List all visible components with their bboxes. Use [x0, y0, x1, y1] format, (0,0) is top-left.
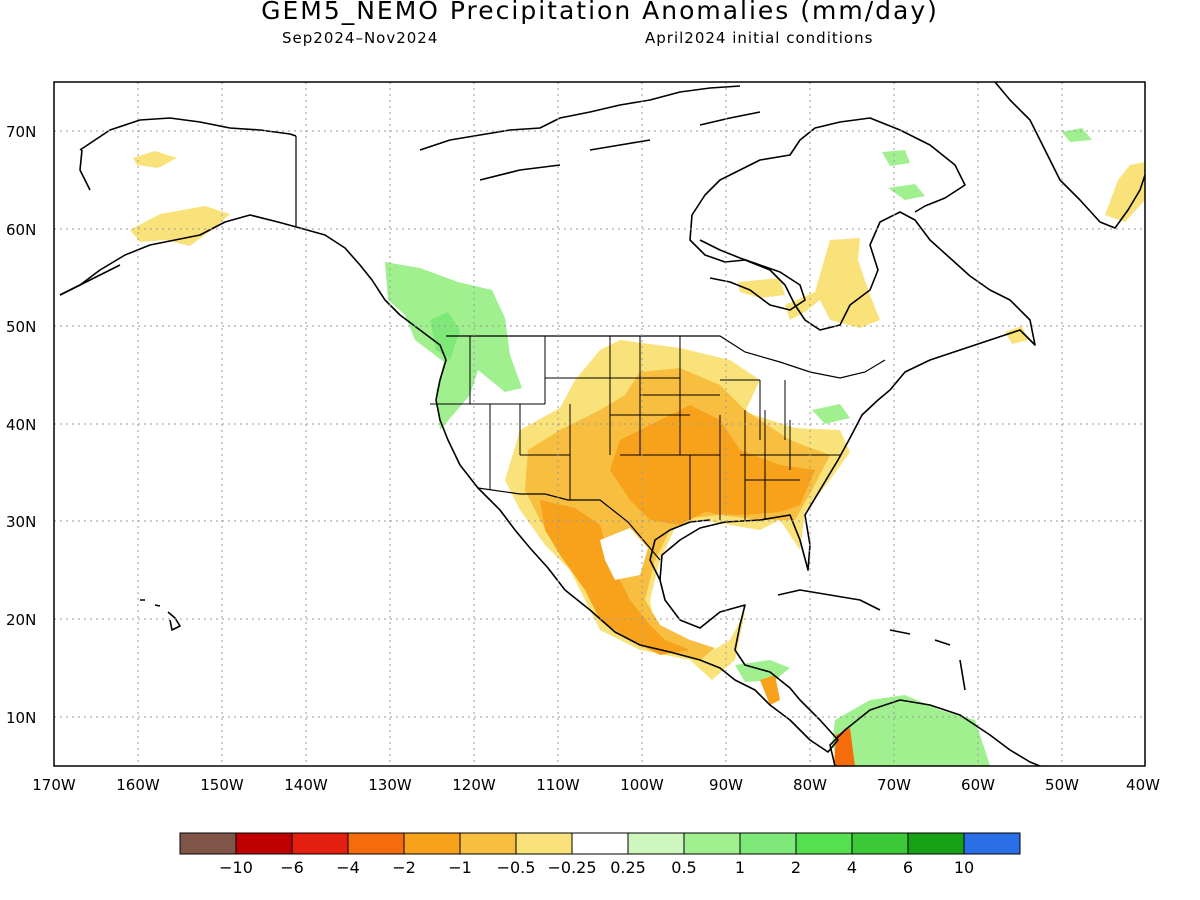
- lon-label: 60W: [961, 776, 995, 794]
- colorbar-swatch: [179, 832, 237, 855]
- lon-label: 160W: [116, 776, 160, 794]
- initial-conditions-subtitle: April2024 initial conditions: [645, 29, 874, 47]
- anomaly-shading: [130, 128, 1145, 766]
- south-america-wet-anomaly: [832, 695, 990, 766]
- colorbar-tick-label: 2: [791, 858, 801, 877]
- colorbar-swatch: [851, 832, 909, 855]
- us-mexico-border: [477, 487, 661, 561]
- lon-label: 150W: [200, 776, 244, 794]
- colorbar-swatch: [683, 832, 741, 855]
- caribbean-islands-coastline: [777, 589, 966, 691]
- colorbar-tick-label: 6: [903, 858, 913, 877]
- arctic-islands-coastline: [419, 85, 761, 181]
- south-america-coastline: [829, 699, 1041, 766]
- colorbar-tick-label: 0.5: [671, 858, 696, 877]
- northeast-us-wet-anomaly: [812, 404, 850, 424]
- lon-label: 170W: [32, 776, 76, 794]
- season-subtitle: Sep2024–Nov2024: [282, 29, 439, 47]
- colorbar-swatch: [291, 832, 349, 855]
- lon-label: 110W: [536, 776, 580, 794]
- alaska-dry-anomaly: [130, 206, 230, 246]
- lon-label: 90W: [709, 776, 743, 794]
- lat-label: 20N: [6, 611, 36, 629]
- lon-label: 100W: [620, 776, 664, 794]
- north-america-coastline: [59, 117, 1036, 753]
- colorbar-swatch: [739, 832, 797, 855]
- colorbar-tick-label: −1: [448, 858, 472, 877]
- coastlines: [59, 82, 1145, 766]
- us-state-borders: [430, 336, 840, 520]
- colorbar-swatch: [515, 832, 573, 855]
- colorbar: [179, 832, 1021, 855]
- colorbar-tick-label: −0.5: [497, 858, 536, 877]
- graticule: [54, 82, 1145, 766]
- colorbar-swatch: [235, 832, 293, 855]
- lon-label: 120W: [452, 776, 496, 794]
- gulf-of-mexico-coastline: [649, 519, 711, 581]
- colorbar-swatch: [403, 832, 461, 855]
- lon-label: 80W: [793, 776, 827, 794]
- colorbar-tick-label: 4: [847, 858, 857, 877]
- central-america-dry-anomaly: [760, 675, 780, 705]
- political-borders: [295, 136, 886, 561]
- colorbar-swatch: [963, 832, 1021, 855]
- colorbar-tick-label: −10: [219, 858, 253, 877]
- colorbar-labels: −10 −6 −4 −2 −1 −0.5 −0.25 0.25 0.5 1 2 …: [219, 858, 974, 877]
- map-area: [54, 82, 1145, 766]
- colorbar-tick-label: 0.25: [610, 858, 646, 877]
- lat-label: 70N: [6, 123, 36, 141]
- map-frame: [53, 81, 1146, 767]
- greenland-wet-anomaly: [1062, 128, 1092, 142]
- hudson-bay-coastline: [699, 239, 806, 311]
- lat-label: 30N: [6, 513, 36, 531]
- lon-label: 140W: [284, 776, 328, 794]
- colorbar-tick-label: −0.25: [547, 858, 596, 877]
- greenland-dry-anomaly: [1105, 162, 1145, 222]
- latitude-labels: 70N 60N 50N 40N 30N 20N 10N: [6, 123, 36, 727]
- colorbar-tick-label: 1: [735, 858, 745, 877]
- mexico-neutral-area: [600, 528, 648, 580]
- lon-label: 40W: [1126, 776, 1160, 794]
- map-title: GEM5_NEMO Precipitation Anomalies (mm/da…: [261, 0, 939, 25]
- colorbar-swatch: [347, 832, 405, 855]
- lon-label: 130W: [368, 776, 412, 794]
- colorbar-swatch: [571, 832, 629, 855]
- alaska-north-dry-anomaly: [133, 151, 177, 168]
- colombia-dry-anomaly: [834, 728, 855, 766]
- greenland-coastline: [994, 82, 1145, 229]
- us-canada-border: [446, 335, 886, 379]
- colorbar-tick-label: −6: [280, 858, 304, 877]
- colorbar-tick-label: 10: [954, 858, 974, 877]
- colorbar-swatch: [459, 832, 517, 855]
- lat-label: 60N: [6, 221, 36, 239]
- colorbar-swatch: [795, 832, 853, 855]
- quebec-dry-anomaly: [738, 278, 785, 298]
- lon-label: 70W: [877, 776, 911, 794]
- colorbar-tick-label: −2: [392, 858, 416, 877]
- colorbar-swatch: [907, 832, 965, 855]
- colorbar-tick-label: −4: [336, 858, 360, 877]
- lat-label: 10N: [6, 709, 36, 727]
- baffin-wet-anomaly: [882, 150, 910, 166]
- lat-label: 40N: [6, 416, 36, 434]
- longitude-labels: 170W 160W 150W 140W 130W 120W 110W 100W …: [32, 776, 1160, 794]
- lon-label: 50W: [1045, 776, 1079, 794]
- lat-label: 50N: [6, 318, 36, 336]
- newfoundland-dry-anomaly: [1005, 326, 1028, 344]
- pacific-northwest-wet-core: [430, 312, 460, 360]
- labrador-dry-anomaly: [785, 238, 880, 328]
- baffin-south-wet-anomaly: [888, 184, 925, 200]
- alaska-coastline: [59, 117, 297, 296]
- colorbar-swatch: [627, 832, 685, 855]
- hawaii-coastline: [140, 599, 181, 631]
